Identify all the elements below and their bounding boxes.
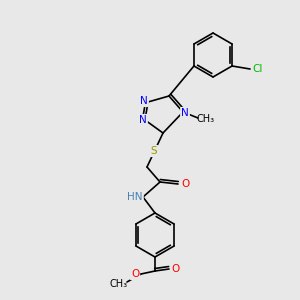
Text: CH₃: CH₃ — [197, 114, 215, 124]
Text: O: O — [172, 264, 180, 274]
Text: O: O — [131, 269, 139, 279]
Text: S: S — [151, 146, 157, 156]
Text: Cl: Cl — [253, 64, 263, 74]
Text: N: N — [181, 108, 189, 118]
Text: N: N — [140, 96, 148, 106]
Text: O: O — [181, 179, 189, 189]
Text: N: N — [139, 115, 147, 125]
Text: CH₃: CH₃ — [110, 279, 128, 289]
Text: HN: HN — [127, 192, 143, 202]
